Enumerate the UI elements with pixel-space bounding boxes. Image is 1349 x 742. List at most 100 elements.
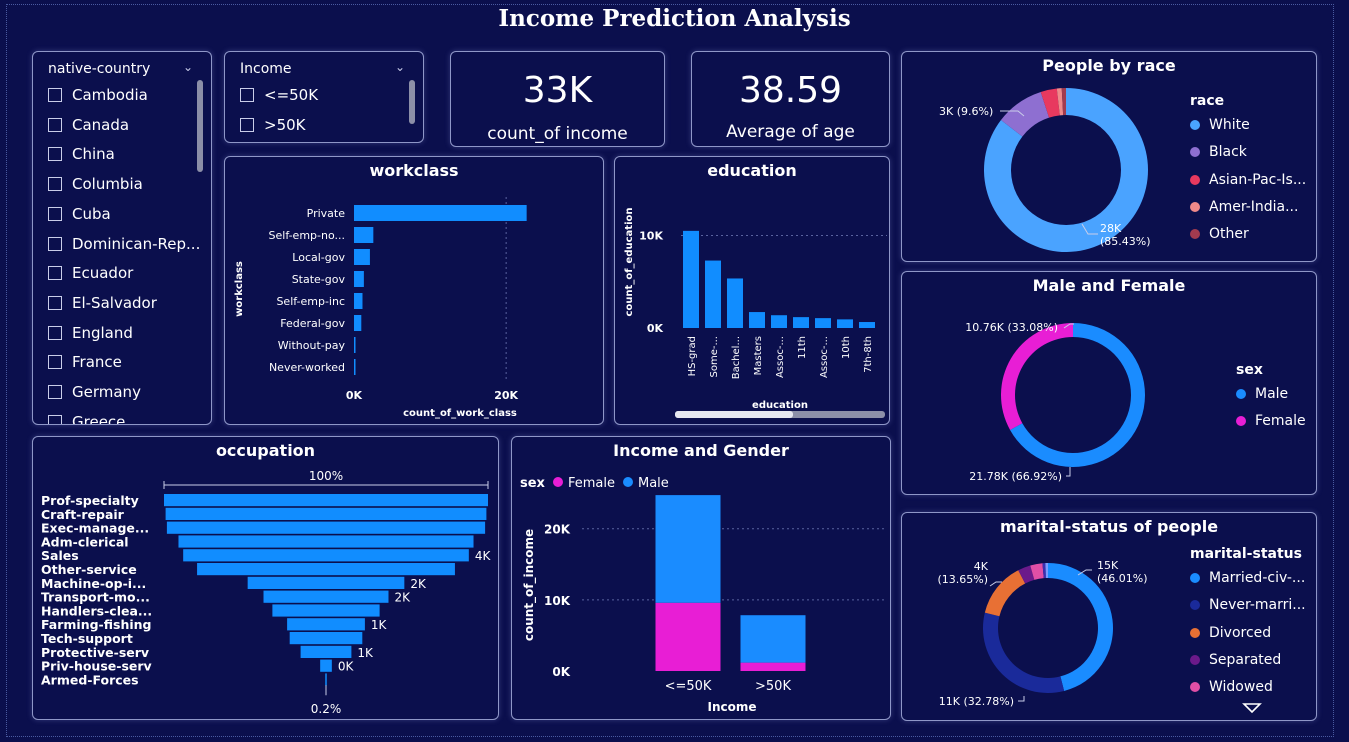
legend-item[interactable]: Asian-Pac-Is... xyxy=(1190,172,1306,188)
country-option-label: El-Salvador xyxy=(72,293,157,312)
checkbox[interactable] xyxy=(48,206,62,221)
checkbox[interactable] xyxy=(48,295,62,310)
legend-marker xyxy=(1190,573,1200,583)
legend-item[interactable]: Widowed xyxy=(1190,679,1273,695)
income-scrollbar[interactable] xyxy=(409,80,415,124)
checkbox[interactable] xyxy=(48,147,62,162)
legend-marker xyxy=(1236,389,1246,399)
category-label: Protective-serv xyxy=(41,645,149,660)
income-slicer-title: Income xyxy=(240,61,292,77)
education-chart-panel: education 0K 10K HS-grad Some-... Bachel... M… xyxy=(614,156,890,425)
legend-scroll-down-icon[interactable] xyxy=(1242,702,1262,714)
checkbox[interactable] xyxy=(48,355,62,370)
legend-item[interactable]: Female xyxy=(1236,413,1306,429)
income-option[interactable]: >50K xyxy=(240,114,306,136)
y-tick-label: 20K xyxy=(544,523,571,537)
category-label: Self-emp-inc xyxy=(276,295,345,308)
category-label: Armed-Forces xyxy=(41,672,139,687)
country-option[interactable]: Canada xyxy=(48,114,129,136)
y-axis-title: count_of_income xyxy=(522,529,537,641)
race-chart-panel: People by race 3K (9.6%) 28K (85.43%) race… xyxy=(901,51,1317,262)
income-slicer[interactable]: Income ⌄ <=50K >50K xyxy=(224,51,424,143)
kpi-count-value: 33K xyxy=(522,70,593,111)
donut-slice xyxy=(1030,563,1044,580)
sex-donut-chart: 10.76K (33.08%) 21.78K (66.92%) xyxy=(965,321,1145,483)
workclass-bar xyxy=(354,227,374,243)
y-axis-title: workclass xyxy=(234,261,245,317)
checkbox[interactable] xyxy=(240,88,254,102)
leader-line xyxy=(1066,467,1071,477)
data-label: 4K xyxy=(475,549,492,563)
country-slicer[interactable]: native-country ⌄ Cambodia Canada China Colu… xyxy=(32,51,212,425)
legend-item[interactable]: Never-marri... xyxy=(1190,597,1306,613)
country-option[interactable]: Dominican-Rep... xyxy=(48,233,200,255)
country-option[interactable]: China xyxy=(48,143,115,165)
checkbox[interactable] xyxy=(48,236,62,251)
checkbox[interactable] xyxy=(48,177,62,192)
country-option[interactable]: Ecuador xyxy=(48,262,133,284)
country-option[interactable]: Cambodia xyxy=(48,84,148,106)
chevron-down-icon[interactable]: ⌄ xyxy=(183,60,194,74)
donut-slice xyxy=(1056,88,1064,116)
checkbox[interactable] xyxy=(48,385,62,399)
country-slicer-title: native-country xyxy=(48,61,151,77)
country-option[interactable]: England xyxy=(48,322,133,344)
x-axis-title: education xyxy=(752,400,808,411)
income-option-label: <=50K xyxy=(264,86,319,104)
legend-item[interactable]: Black xyxy=(1190,144,1247,160)
country-scrollbar[interactable] xyxy=(197,80,203,172)
occupation-bar xyxy=(263,590,389,603)
country-option[interactable]: Greece xyxy=(48,411,125,424)
checkbox[interactable] xyxy=(48,117,62,132)
kpi-count-label: count_of income xyxy=(487,124,628,144)
country-option[interactable]: France xyxy=(48,351,122,373)
country-option[interactable]: Germany xyxy=(48,381,141,403)
workclass-bar xyxy=(354,315,362,331)
data-label: 2K xyxy=(410,577,427,591)
country-option-label: Canada xyxy=(72,115,130,134)
stacked-bar-segment xyxy=(655,495,721,603)
legend-item[interactable]: Married-civ-... xyxy=(1190,570,1305,586)
income-option[interactable]: <=50K xyxy=(240,84,318,106)
sex-chart-panel: Male and Female 10.76K (33.08%) 21.78K (6… xyxy=(901,271,1317,495)
legend-item[interactable]: Other xyxy=(1190,226,1249,242)
education-bar xyxy=(727,278,743,328)
category-label: Self-emp-no... xyxy=(269,229,345,242)
legend-marker xyxy=(1190,654,1200,665)
kpi-age-value: 38.59 xyxy=(738,70,843,111)
country-option-label: Ecuador xyxy=(72,264,134,283)
country-option[interactable]: El-Salvador xyxy=(48,292,157,314)
checkbox[interactable] xyxy=(48,266,62,281)
y-tick-label: 0K xyxy=(552,665,570,679)
chevron-down-icon[interactable]: ⌄ xyxy=(395,60,406,74)
category-label: Sales xyxy=(41,548,79,563)
legend-item[interactable]: Amer-India... xyxy=(1190,199,1298,215)
legend-marker xyxy=(1190,174,1200,185)
checkbox[interactable] xyxy=(240,118,254,132)
checkbox[interactable] xyxy=(48,414,62,424)
education-bar xyxy=(705,260,721,328)
workclass-bar xyxy=(354,249,370,265)
occupation-chart-panel: occupation 100% Prof-specialty Craft-repai… xyxy=(32,436,499,720)
country-option[interactable]: Columbia xyxy=(48,173,143,195)
country-option[interactable]: Cuba xyxy=(48,203,111,225)
x-tick-label: 0K xyxy=(346,389,363,402)
legend-item[interactable]: Male xyxy=(1236,386,1288,402)
scrollbar-thumb[interactable] xyxy=(675,411,793,418)
country-option-label: Germany xyxy=(72,383,141,401)
occupation-bar xyxy=(287,618,365,631)
checkbox[interactable] xyxy=(48,88,62,102)
legend-item[interactable]: Separated xyxy=(1190,652,1281,668)
legend-label: Divorced xyxy=(1209,624,1272,641)
country-option-label: Columbia xyxy=(72,175,143,194)
data-label: 2K xyxy=(394,591,411,605)
workclass-bar xyxy=(354,293,363,309)
category-label: Tech-support xyxy=(41,631,133,646)
legend-item[interactable]: White xyxy=(1190,117,1250,133)
income-gender-chart-panel: Income and Gender 0K 10K 20K <=50K >50K Incom… xyxy=(511,436,891,720)
category-label: Assoc-... xyxy=(819,336,830,378)
checkbox[interactable] xyxy=(48,325,62,340)
legend-item[interactable]: Divorced xyxy=(1190,625,1271,641)
category-label: Craft-repair xyxy=(41,507,125,522)
occupation-title: occupation xyxy=(215,441,316,460)
